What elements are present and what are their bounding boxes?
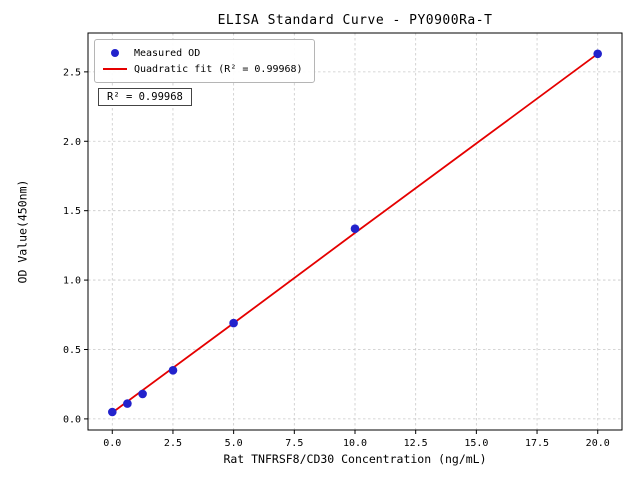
legend-item-measured-od: Measured OD bbox=[102, 45, 303, 61]
legend: Measured OD Quadratic fit (R² = 0.99968) bbox=[94, 39, 315, 83]
legend-label-measured-od: Measured OD bbox=[134, 47, 201, 59]
x-tick-label: 12.5 bbox=[404, 438, 428, 449]
legend-marker-dot-icon bbox=[111, 49, 119, 57]
measured-od-point bbox=[168, 366, 178, 375]
measured-od-point bbox=[350, 224, 360, 233]
legend-marker-line-icon bbox=[103, 68, 127, 70]
legend-handle bbox=[102, 68, 128, 70]
x-tick-label: 10.0 bbox=[343, 438, 367, 449]
legend-label-quadratic-fit: Quadratic fit (R² = 0.99968) bbox=[134, 63, 303, 75]
y-tick-label: 0.5 bbox=[63, 345, 81, 356]
y-tick-label: 2.5 bbox=[63, 67, 81, 78]
y-tick-label: 2.0 bbox=[63, 137, 81, 148]
measured-od-point bbox=[123, 399, 132, 408]
chart-title: ELISA Standard Curve - PY0900Ra-T bbox=[217, 13, 493, 28]
y-tick-label: 1.5 bbox=[63, 206, 81, 217]
x-tick-label: 17.5 bbox=[525, 438, 549, 449]
legend-handle bbox=[102, 49, 128, 57]
x-tick-label: 20.0 bbox=[586, 438, 610, 449]
x-tick-label: 0.0 bbox=[103, 438, 121, 449]
x-tick-label: 7.5 bbox=[285, 438, 303, 449]
measured-od-point bbox=[138, 389, 147, 399]
y-tick-label: 0.0 bbox=[63, 414, 81, 425]
x-axis-label: Rat TNFRSF8/CD30 Concentration (ng/mL) bbox=[223, 452, 487, 466]
y-tick-label: 1.0 bbox=[63, 276, 81, 287]
measured-od-point bbox=[229, 318, 238, 328]
x-tick-label: 5.0 bbox=[225, 438, 243, 449]
measured-od-point bbox=[593, 49, 602, 59]
legend-item-quadratic-fit: Quadratic fit (R² = 0.99968) bbox=[102, 61, 303, 77]
r-squared-annotation: R² = 0.99968 bbox=[98, 88, 192, 106]
x-tick-label: 2.5 bbox=[164, 438, 182, 449]
x-tick-label: 15.0 bbox=[464, 438, 488, 449]
measured-od-point bbox=[108, 407, 117, 417]
